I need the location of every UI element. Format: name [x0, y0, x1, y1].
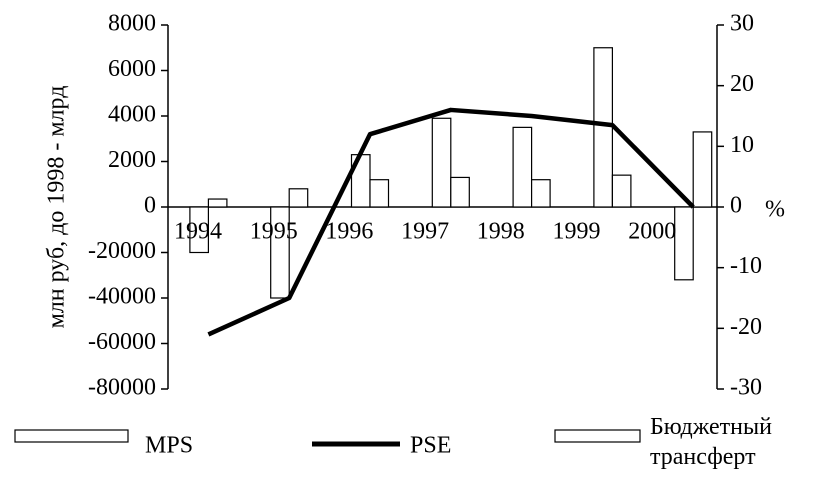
y2-tick-label: 20	[730, 71, 754, 97]
line	[207, 107, 695, 337]
bar	[530, 179, 551, 208]
legend-label: MPS	[145, 433, 193, 459]
x-tick-label: 1995	[250, 219, 298, 245]
x-tick-label: 1994	[174, 219, 222, 245]
y-tick-label: -20000	[88, 238, 156, 264]
y2-tick-label: 0	[730, 193, 742, 219]
y2-tick-label: -10	[730, 253, 762, 279]
bar	[611, 174, 632, 208]
y-tick-label: -80000	[88, 375, 156, 401]
legend-label: PSE	[410, 433, 451, 459]
y-tick-label: 0	[144, 193, 156, 219]
bar	[593, 47, 614, 208]
y-tick-label: 8000	[108, 11, 156, 37]
bar	[369, 179, 390, 208]
y-axis-label: млн руб, до 1998 - млрд	[44, 86, 70, 329]
legend-swatch	[14, 429, 129, 443]
y2-tick-label: -30	[730, 375, 762, 401]
y-tick-label: 2000	[108, 147, 156, 173]
y-tick-label: 4000	[108, 102, 156, 128]
bar	[431, 117, 452, 208]
y2-tick-label: -20	[730, 314, 762, 340]
legend-label: Бюджетный трансферт	[650, 414, 772, 470]
bar	[450, 176, 470, 208]
legend-swatch	[554, 429, 641, 443]
y2-tick-label: 30	[730, 11, 754, 37]
x-tick-label: 1997	[401, 219, 449, 245]
y2-axis-label: %	[765, 197, 785, 223]
x-tick-label: 2000	[628, 219, 676, 245]
x-tick-label: 1999	[553, 219, 601, 245]
bar	[270, 206, 290, 299]
x-tick-label: 1998	[477, 219, 525, 245]
bar	[692, 131, 713, 208]
bar	[207, 198, 228, 208]
bar	[288, 188, 309, 208]
y2-tick-label: 10	[730, 132, 754, 158]
y-tick-label: 6000	[108, 56, 156, 82]
bar	[674, 206, 694, 281]
x-tick-label: 1996	[325, 219, 373, 245]
y-tick-label: -40000	[88, 284, 156, 310]
y-tick-label: -60000	[88, 329, 156, 355]
bar	[512, 126, 533, 208]
bar	[189, 206, 209, 254]
